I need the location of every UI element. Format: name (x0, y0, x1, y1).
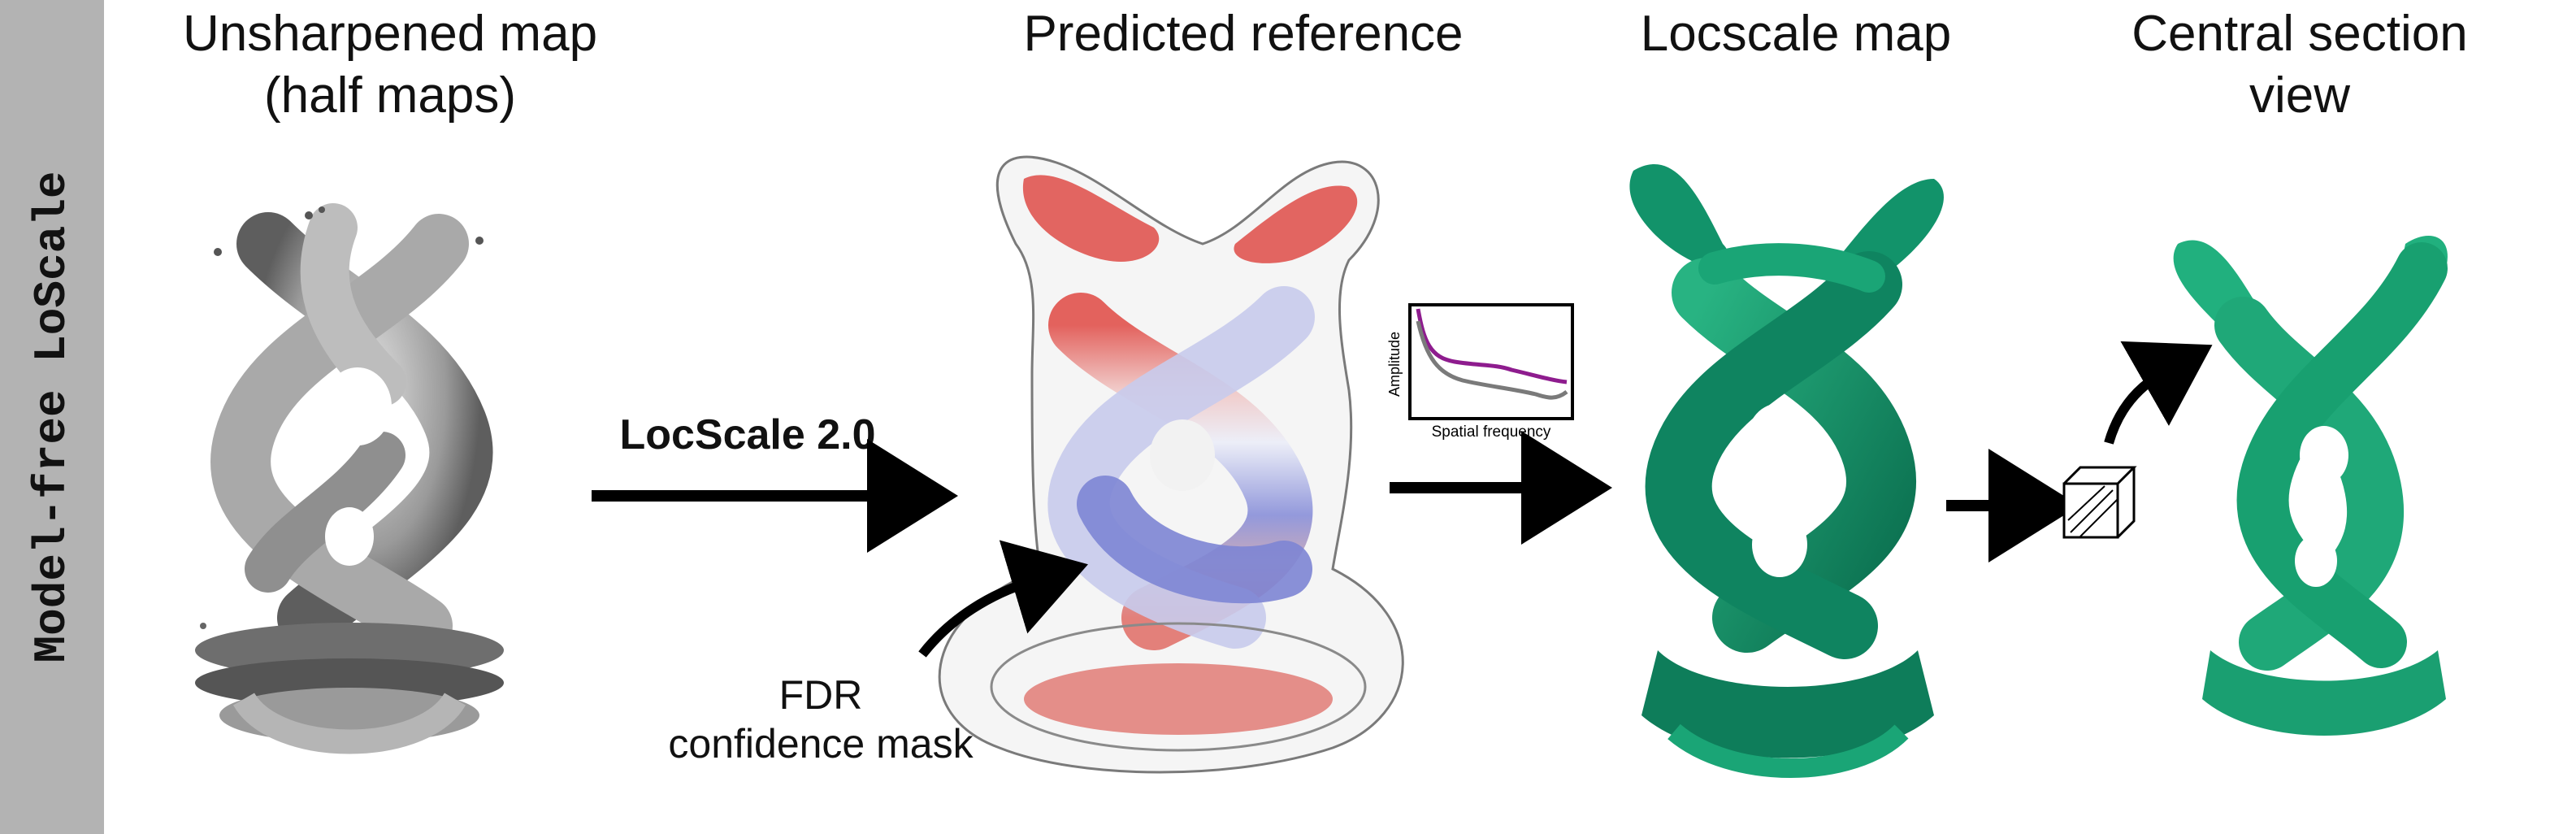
inset-xlabel: Spatial frequency (1432, 424, 1551, 441)
central-title: Central section view (2088, 3, 2511, 127)
inset-ylabel: Amplitude (1386, 332, 1403, 397)
central-title-line1: Central section (2131, 6, 2468, 62)
fdr-label-line2: confidence mask (668, 721, 974, 767)
locscale-arrow-label: LocScale 2.0 (619, 411, 876, 458)
curved-arrow-icon (2104, 341, 2213, 445)
inset-gray-curve (1416, 320, 1568, 400)
unsharpened-title-line1: Unsharpened map (182, 6, 598, 62)
locscale-title: Locscale map (1640, 6, 1952, 62)
cube-icon (2062, 466, 2137, 539)
inset-frame (1408, 303, 1574, 420)
locscale-map-image (1629, 164, 1944, 778)
fdr-label-line1: FDR (778, 672, 863, 718)
central-section-image (2173, 236, 2448, 736)
unsharpened-title: Unsharpened map (half maps) (154, 3, 626, 127)
sidebar-band: Model-free LoScale (0, 0, 104, 834)
predicted-reference-image (938, 155, 1404, 774)
unsharpened-title-line2: (half maps) (263, 67, 517, 124)
curved-arrow-icon (918, 540, 1088, 658)
central-title-line2: view (2249, 67, 2351, 124)
unsharpened-map-image (195, 203, 504, 754)
predicted-title: Predicted reference (1023, 6, 1464, 62)
fdr-label: FDR confidence mask (618, 671, 1024, 768)
inset-purple-curve (1416, 308, 1568, 384)
amplitude-inset: Amplitude Spatial frequency (1386, 303, 1574, 441)
